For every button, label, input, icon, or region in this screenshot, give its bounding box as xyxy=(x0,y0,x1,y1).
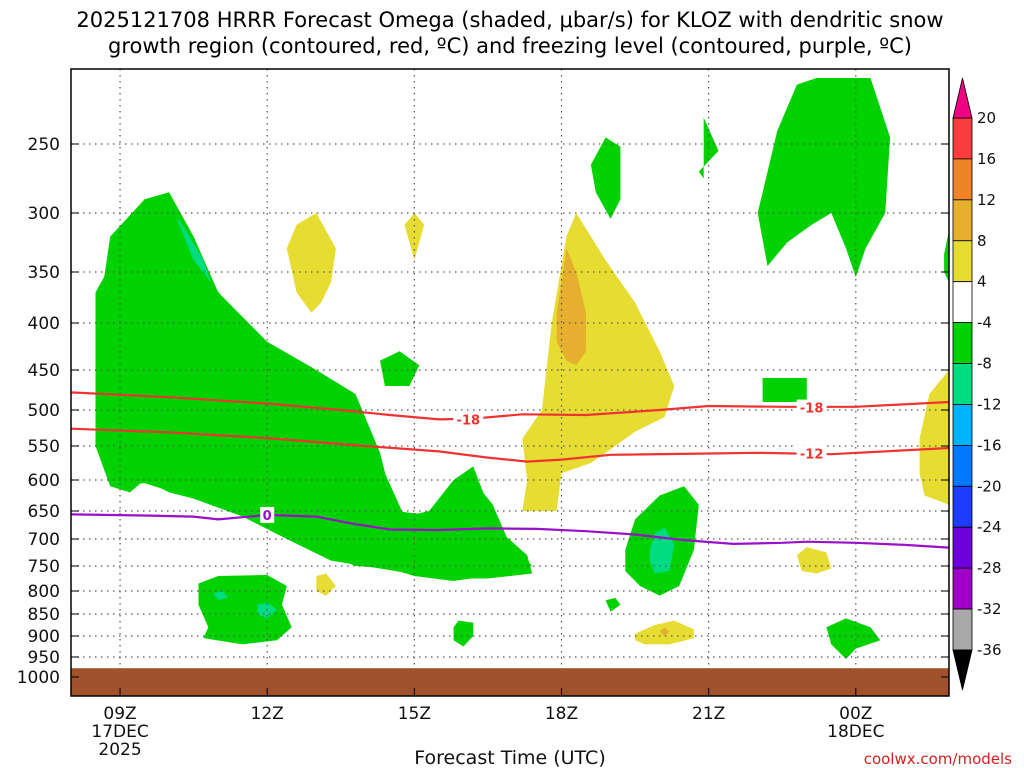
omega-region-22 xyxy=(404,213,425,261)
y-tick-label-650: 650 xyxy=(28,502,60,522)
contour-label-bg xyxy=(796,445,827,462)
colorbar-label: -12 xyxy=(977,395,1002,413)
omega-region-25 xyxy=(659,627,670,636)
grid-lines xyxy=(71,69,949,696)
omega-region-7 xyxy=(213,591,228,601)
x-tick-label-00Z: 00Z xyxy=(839,704,872,724)
x-axis-label: Forecast Time (UTC) xyxy=(414,747,605,768)
x-tick-label-15Z: 15Z xyxy=(398,704,431,724)
contour-label--18: -18 xyxy=(457,413,481,428)
colorbar-bin xyxy=(952,363,973,405)
colorbar-bin xyxy=(952,281,973,324)
y-tick-label-350: 350 xyxy=(28,263,60,283)
contour-label--18: -18 xyxy=(800,402,824,417)
colorbar-label: 8 xyxy=(977,232,987,250)
colorbar-bin xyxy=(952,444,973,487)
colorbar-label: -20 xyxy=(977,477,1002,495)
colorbar-bin xyxy=(952,567,973,610)
contour-line--12 xyxy=(71,427,949,463)
omega-region-20 xyxy=(556,248,586,366)
y-tick-label-850: 850 xyxy=(28,605,60,625)
omega-region-15 xyxy=(757,78,891,278)
colorbar-bin xyxy=(952,158,973,201)
colorbar-label: -24 xyxy=(977,518,1002,536)
contour-label-bg xyxy=(796,399,827,416)
omega-region-14 xyxy=(380,351,420,386)
y-tick-label-1000: 1000 xyxy=(17,668,60,688)
colorbar-label: -4 xyxy=(977,314,992,332)
contour-label-bg xyxy=(453,411,484,428)
colorbar-bin xyxy=(952,485,973,528)
colorbar-bin xyxy=(952,404,973,446)
colorbar-bin xyxy=(952,526,973,569)
omega-region-5 xyxy=(198,575,292,645)
temperature-contours: -18 -18 -12 0 xyxy=(71,391,949,549)
omega-region-10 xyxy=(453,620,474,647)
x-tick-date-00Z: 18DEC xyxy=(827,722,884,742)
contour-line--18 xyxy=(71,391,949,421)
omega-region-18 xyxy=(944,230,949,283)
contour-label--12: -12 xyxy=(800,447,824,462)
colorbar-label: 20 xyxy=(977,109,996,127)
colorbar-label: -16 xyxy=(977,436,1002,454)
contour-label-0: 0 xyxy=(263,509,272,524)
contour-label-bg xyxy=(260,506,275,523)
omega-region-17 xyxy=(826,618,881,659)
colorbar-label: -36 xyxy=(977,641,1002,659)
omega-region-13 xyxy=(590,137,621,219)
y-tick-label-600: 600 xyxy=(28,471,60,491)
y-tick-label-750: 750 xyxy=(28,557,60,577)
colorbar-bottom-arrow xyxy=(952,649,973,691)
x-tick-label-18Z: 18Z xyxy=(545,704,578,724)
colorbar-label: 12 xyxy=(977,191,996,209)
y-tick-label-500: 500 xyxy=(28,401,60,421)
colorbar-bin xyxy=(952,322,973,364)
colorbar-label: -8 xyxy=(977,355,992,373)
omega-region-11 xyxy=(605,597,621,612)
colorbar-label: -28 xyxy=(977,559,1002,577)
chart-title-line-1: 2025121708 HRRR Forecast Omega (shaded, … xyxy=(76,8,943,32)
colorbar-label: 4 xyxy=(977,273,987,291)
y-tick-label-400: 400 xyxy=(28,314,60,334)
y-tick-label-300: 300 xyxy=(28,204,60,224)
colorbar-label: 16 xyxy=(977,150,996,168)
omega-region-23 xyxy=(316,573,336,596)
omega-region-21 xyxy=(286,213,336,313)
colorbar-bin xyxy=(952,608,973,651)
contour-line-0 xyxy=(71,513,949,549)
x-tick-label-12Z: 12Z xyxy=(251,704,284,724)
credit-text: coolwx.com/models xyxy=(864,750,1012,768)
plot-frame xyxy=(70,68,950,697)
y-tick-label-800: 800 xyxy=(28,582,60,602)
colorbar: 20 16 12 8 4 -4 -8 -12 -16 -20 -24 -28 -32 -36 xyxy=(952,77,1002,691)
colorbar-top-arrow xyxy=(952,77,973,119)
colorbar-label: -32 xyxy=(977,600,1002,618)
x-tick-label-21Z: 21Z xyxy=(692,704,725,724)
omega-shading xyxy=(95,78,949,659)
x-tick-label-09Z: 09Z xyxy=(103,704,136,724)
colorbar-bin xyxy=(952,240,973,283)
y-tick-label-900: 900 xyxy=(28,627,60,647)
y-tick-label-700: 700 xyxy=(28,530,60,550)
omega-region-26 xyxy=(796,547,832,574)
y-tick-label-250: 250 xyxy=(28,135,60,155)
colorbar-bin xyxy=(952,117,973,160)
x-tick-date-09Z: 17DEC xyxy=(91,722,148,742)
omega-region-19 xyxy=(522,213,675,511)
y-axis-ticks: 2503003504004505005506006507007508008509… xyxy=(17,135,949,688)
x-tick-year-09Z: 2025 xyxy=(98,740,141,760)
omega-region-16 xyxy=(762,378,807,402)
ground-surface xyxy=(71,668,949,696)
chart-title-line-2: growth region (contoured, red, ºC) and f… xyxy=(108,34,912,58)
omega-region-27 xyxy=(919,370,949,505)
y-tick-label-950: 950 xyxy=(28,648,60,668)
y-tick-label-450: 450 xyxy=(28,361,60,381)
y-tick-label-550: 550 xyxy=(28,437,60,457)
colorbar-bin xyxy=(952,199,973,242)
omega-region-4 xyxy=(95,199,533,579)
